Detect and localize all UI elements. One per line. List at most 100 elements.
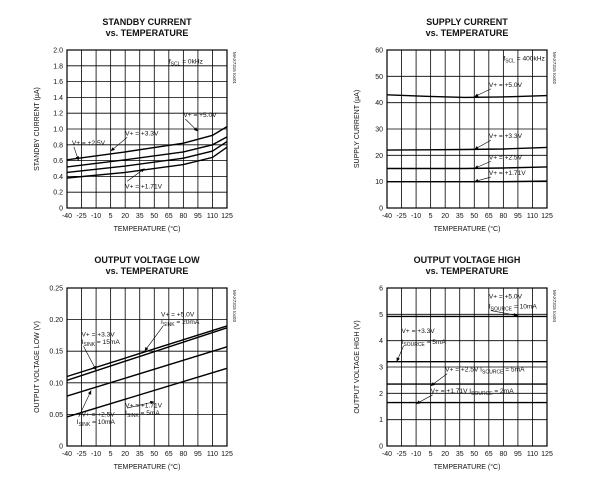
- x-tick-label: -10: [91, 213, 101, 220]
- annotation-text: I: [125, 410, 127, 417]
- annotation-text: I: [402, 339, 404, 346]
- y-tick-label: 2.0: [53, 48, 63, 55]
- y-tick-label: 50: [375, 74, 383, 81]
- y-tick-label: 5: [379, 312, 383, 319]
- annotation-suffix: = 400kHz: [515, 56, 545, 63]
- y-axis-label: STANDBY CURRENT (µA): [34, 87, 41, 171]
- chart-title-line-1: OUTPUT VOLTAGE HIGH: [414, 255, 521, 265]
- annotation-text: V+ = +5.0V: [161, 311, 195, 318]
- figure-code: MAX7315 toc03: [232, 290, 237, 323]
- annotation-text: f: [503, 56, 505, 63]
- annotation-suffix: = 15mA: [95, 339, 120, 346]
- annotation-label: V+ = +5.0V: [489, 294, 523, 301]
- x-tick-label: 80: [179, 213, 187, 220]
- annotation-text: V+ = +3.3V: [402, 328, 436, 335]
- series-line: [66, 125, 228, 161]
- annotation-label: ISINK = 20mA: [161, 319, 200, 328]
- y-tick-label: 0.10: [49, 380, 63, 387]
- x-tick-label: -10: [411, 213, 421, 220]
- annotation-text: V+ = +3.3V: [125, 130, 159, 137]
- plot-frame: [66, 287, 228, 447]
- annotation-text: I: [82, 339, 84, 346]
- figure-code: MAX7315 toc01: [232, 52, 237, 85]
- x-tick-label: -25: [396, 451, 406, 458]
- y-tick-label: 20: [375, 153, 383, 160]
- arrowhead-icon: [474, 165, 479, 169]
- annotation-subscript: SINK: [83, 342, 95, 348]
- x-tick-label: 80: [499, 451, 507, 458]
- x-tick-label: -40: [382, 451, 392, 458]
- x-tick-label: 80: [499, 213, 507, 220]
- x-tick-label: 125: [541, 213, 553, 220]
- series-line: [66, 136, 228, 168]
- annotation-label: V+ = +2.5V: [82, 411, 116, 418]
- annotation-text: V+ = +5.0V: [183, 112, 217, 119]
- annotation-suffix: = 5mA: [139, 410, 161, 417]
- annotation-label: V+ = +5.0V: [489, 82, 523, 89]
- chart-title-line-1: STANDBY CURRENT: [102, 17, 192, 27]
- plot-frame: [386, 49, 548, 209]
- annotation-suffix: = 10mA: [90, 419, 115, 426]
- x-tick-label: 35: [456, 213, 464, 220]
- y-tick-label: 60: [375, 48, 383, 55]
- annotation-label: V+ = +3.3V: [489, 133, 523, 140]
- annotation-text: V+ = +1.71V: [489, 170, 526, 177]
- y-axis-label: OUTPUT VOLTAGE HIGH (V): [354, 320, 361, 413]
- x-axis-label: TEMPERATURE (°C): [114, 225, 181, 233]
- series-line: [387, 180, 548, 183]
- arrowhead-icon: [193, 127, 198, 132]
- x-tick-label: 80: [179, 451, 187, 458]
- x-tick-label: -25: [76, 213, 86, 220]
- annotation-text: V+ = +5.0V: [489, 82, 523, 89]
- series-line: [66, 141, 228, 174]
- y-tick-label: 1.2: [53, 111, 63, 118]
- series-line: [386, 94, 548, 99]
- y-tick-label: 0: [59, 444, 63, 451]
- annotation-text: I: [161, 319, 163, 326]
- chart-title-line-1: SUPPLY CURRENT: [426, 17, 508, 27]
- x-tick-label: 50: [150, 451, 158, 458]
- y-tick-label: 1: [379, 417, 383, 424]
- series-line: [386, 146, 548, 151]
- y-tick-label: 1.4: [53, 95, 63, 102]
- y-tick-label: 0.6: [53, 158, 63, 165]
- annotation-pointer: [78, 390, 92, 418]
- x-tick-label: 125: [221, 451, 233, 458]
- y-tick-label: 2: [379, 391, 383, 398]
- x-tick-label: 65: [485, 213, 493, 220]
- series-line: [66, 367, 228, 418]
- annotation-suffix: = 5mA: [503, 367, 525, 374]
- y-axis-label: OUTPUT VOLTAGE LOW (V): [34, 321, 41, 413]
- annotation-text: f: [169, 58, 171, 65]
- annotation-label: fSCL = 400kHz: [503, 56, 544, 65]
- series-line: [387, 166, 548, 170]
- annotation-label: V+ = +2.5V ISOURCE = 5mA: [445, 367, 525, 376]
- arrowhead-icon: [140, 168, 145, 173]
- x-tick-label: -40: [62, 451, 72, 458]
- x-axis-label: TEMPERATURE (°C): [434, 463, 501, 471]
- y-tick-label: 1.6: [53, 79, 63, 86]
- annotation-suffix: = 20mA: [175, 319, 200, 326]
- annotation-label: V+ = +3.3V: [402, 328, 436, 335]
- x-tick-label: 50: [470, 213, 478, 220]
- annotation-label: V+ = +1.71V: [489, 170, 526, 177]
- figure-code: MAX7315 toc04: [552, 290, 557, 323]
- annotation-text: V+ = +2.5V: [82, 411, 116, 418]
- x-tick-label: -10: [411, 451, 421, 458]
- x-tick-label: 35: [136, 213, 144, 220]
- annotation-text: V+ = +1.71V: [125, 402, 162, 409]
- x-tick-label: 5: [109, 213, 113, 220]
- annotation-text: V+ = +2.5V: [72, 140, 106, 147]
- annotation-subscript: SINK: [79, 422, 91, 428]
- chart-title-line-2: vs. TEMPERATURE: [106, 28, 189, 38]
- arrowhead-icon: [474, 93, 479, 97]
- x-tick-label: 110: [207, 451, 218, 458]
- x-tick-label: -10: [91, 451, 101, 458]
- annotation-label: V+ = +1.71V: [125, 183, 162, 190]
- y-tick-label: 0: [59, 206, 63, 213]
- annotation-text: V+ = +3.3V: [82, 332, 116, 339]
